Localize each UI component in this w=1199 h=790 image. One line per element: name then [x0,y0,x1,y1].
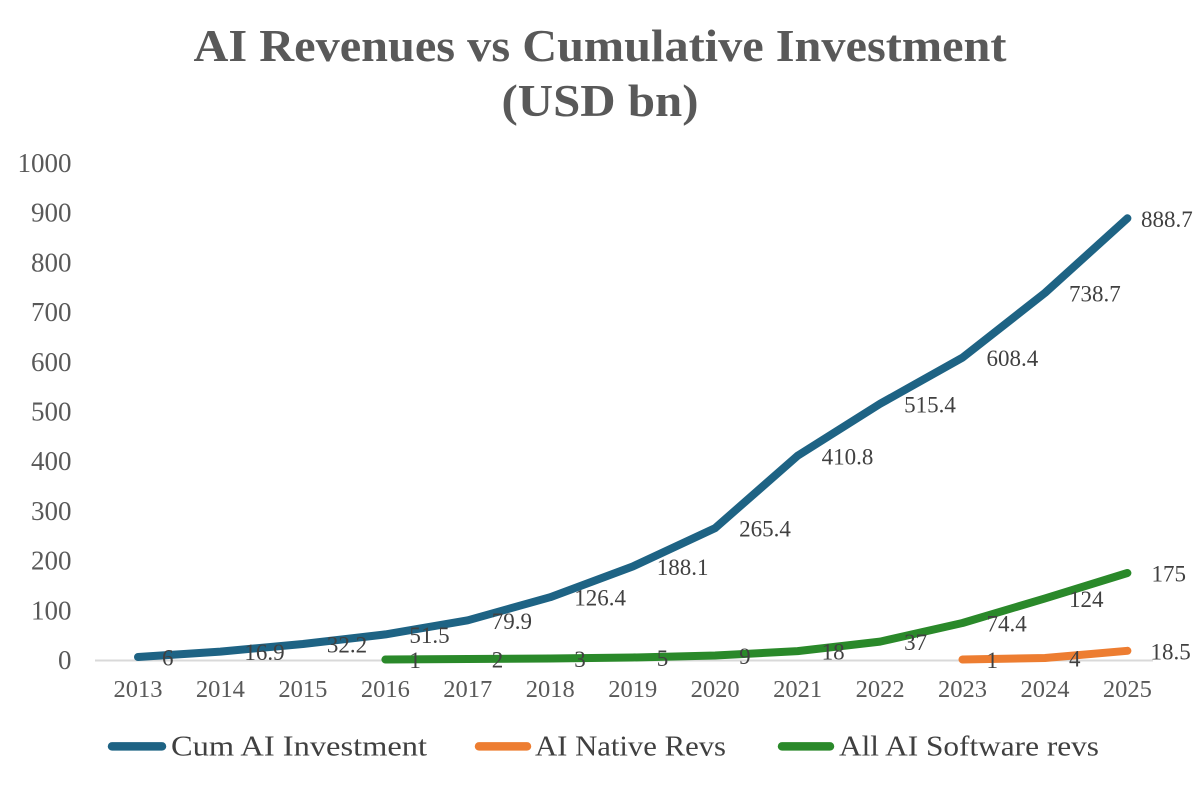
svg-text:74.4: 74.4 [987,612,1028,637]
svg-text:200: 200 [31,546,72,576]
svg-text:608.4: 608.4 [987,346,1039,371]
svg-text:18: 18 [822,640,845,665]
svg-text:2020: 2020 [691,676,740,703]
svg-text:9: 9 [739,644,751,669]
svg-text:4: 4 [1069,647,1081,672]
svg-text:2: 2 [492,648,504,673]
svg-text:1: 1 [987,648,999,673]
svg-text:18.5: 18.5 [1151,639,1191,664]
svg-text:126.4: 126.4 [574,586,626,611]
svg-text:2015: 2015 [278,676,327,703]
svg-text:(USD bn): (USD bn) [502,75,699,126]
svg-text:2013: 2013 [114,676,163,703]
svg-text:300: 300 [31,496,72,526]
svg-text:5: 5 [657,646,669,671]
svg-text:2017: 2017 [443,676,492,703]
svg-text:2014: 2014 [196,676,245,703]
svg-text:0: 0 [58,645,72,675]
svg-text:2016: 2016 [361,676,410,703]
svg-text:AI Revenues vs Cumulative Inve: AI Revenues vs Cumulative Investment [194,20,1008,71]
svg-text:3: 3 [574,647,586,672]
svg-text:700: 700 [31,297,72,327]
svg-text:400: 400 [31,446,72,476]
svg-text:AI Native Revs: AI Native Revs [535,732,726,763]
svg-text:37: 37 [904,630,927,655]
svg-text:Cum AI Investment: Cum AI Investment [171,732,427,763]
svg-text:738.7: 738.7 [1069,281,1121,306]
svg-text:2022: 2022 [856,676,905,703]
svg-text:515.4: 515.4 [904,392,956,417]
svg-text:2024: 2024 [1021,676,1070,703]
svg-text:79.9: 79.9 [492,609,532,634]
svg-text:2019: 2019 [608,676,657,703]
svg-text:6: 6 [162,646,174,671]
svg-text:600: 600 [31,347,72,377]
svg-text:2023: 2023 [938,676,987,703]
svg-text:410.8: 410.8 [822,444,874,469]
svg-text:900: 900 [31,198,72,228]
svg-text:2025: 2025 [1103,676,1152,703]
svg-text:1: 1 [409,648,421,673]
svg-text:1000: 1000 [18,148,72,178]
svg-text:888.7: 888.7 [1141,207,1193,232]
svg-text:265.4: 265.4 [739,517,791,542]
svg-text:51.5: 51.5 [409,623,449,648]
svg-text:16.9: 16.9 [244,640,284,665]
svg-text:500: 500 [31,397,72,427]
svg-text:100: 100 [31,595,72,625]
svg-text:2018: 2018 [526,676,575,703]
svg-text:32.2: 32.2 [327,633,367,658]
svg-text:All AI Software revs: All AI Software revs [839,732,1099,763]
svg-text:175: 175 [1152,562,1187,587]
svg-text:124: 124 [1069,587,1104,612]
svg-text:800: 800 [31,247,72,277]
svg-text:188.1: 188.1 [657,555,709,580]
svg-text:2021: 2021 [773,676,822,703]
